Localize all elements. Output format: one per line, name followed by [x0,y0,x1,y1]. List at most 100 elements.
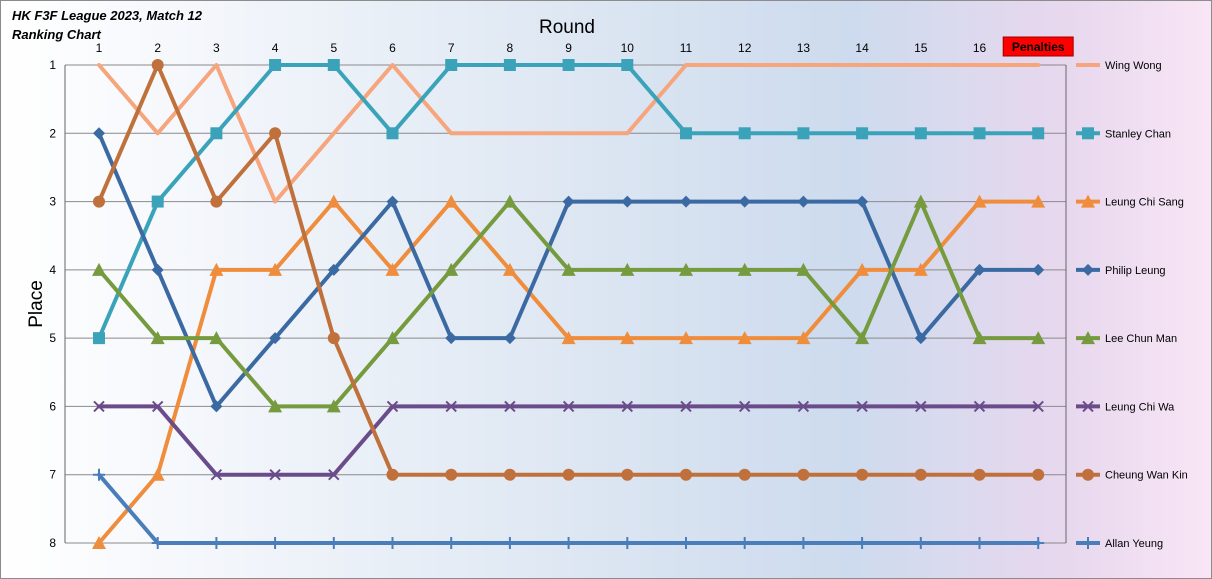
data-point-allan-yeung [680,537,692,549]
data-point-allan-yeung [856,537,869,549]
data-point-lee-chun-man [385,331,400,345]
data-point-lee-chun-man [150,331,165,345]
legend-marker [1082,400,1094,413]
data-point-lee-chun-man [561,262,576,276]
data-point-leung-chi-sang [737,331,752,345]
series-line-allan-yeung [97,472,1041,545]
y-tick-label: 1 [49,58,56,72]
data-point-stanley-chan [210,127,223,140]
data-point-leung-chi-sang [913,262,928,276]
y-tick-label: 8 [49,536,56,550]
y-tick-label: 3 [49,195,56,209]
legend-label: Leung Chi Sang [1105,197,1184,209]
data-point-stanley-chan [856,127,869,140]
data-point-lee-chun-man [209,331,224,345]
data-point-philip-leung [856,195,869,208]
legend-label: Wing Wong [1105,60,1162,72]
data-point-stanley-chan [445,59,458,71]
data-point-stanley-chan [327,59,340,71]
data-point-leung-chi-wa [915,400,927,413]
x-tick-label: 11 [680,41,693,55]
data-point-lee-chun-man [855,331,870,345]
data-point-allan-yeung [503,537,516,549]
data-point-stanley-chan [151,195,164,208]
data-point-allan-yeung [327,537,340,549]
data-point-stanley-chan [503,59,516,71]
data-point-lee-chun-man [737,262,752,276]
data-point-allan-yeung [973,537,986,549]
legend-marker [1082,263,1094,276]
x-tick-label: 14 [855,41,869,55]
x-tick-label: 6 [389,41,396,55]
data-point-leung-chi-wa [210,469,223,481]
data-point-philip-leung [151,263,164,276]
series-line-leung-chi-wa [97,404,1041,477]
data-point-allan-yeung [386,537,399,549]
data-point-lee-chun-man [502,194,517,208]
data-point-stanley-chan [269,59,282,71]
data-point-stanley-chan [1032,127,1045,140]
data-point-lee-chun-man [1031,331,1046,345]
data-point-leung-chi-wa [151,400,164,413]
data-point-stanley-chan [562,59,575,71]
y-tick-label: 2 [49,126,56,140]
x-tick-label: 3 [213,41,220,55]
data-point-cheung-wan-kin [680,468,692,481]
series-leung-chi-sang [92,194,1046,549]
data-point-leung-chi-wa [504,400,516,413]
data-point-stanley-chan [797,127,810,140]
legend-entry-wing-wong: Wing Wong [1076,60,1162,72]
data-point-leung-chi-sang [502,262,517,276]
data-point-cheung-wan-kin [797,468,810,481]
x-tick-label: 15 [914,41,928,55]
data-point-leung-chi-wa [856,400,868,413]
legend-entry-leung-chi-sang: Leung Chi Sang [1076,194,1184,209]
data-point-stanley-chan [738,127,751,140]
data-point-leung-chi-wa [386,400,399,413]
series-lee-chun-man [92,194,1046,413]
data-point-cheung-wan-kin [621,468,634,481]
chart-subtitle: Ranking Chart [12,27,102,42]
data-point-lee-chun-man [796,262,811,276]
x-tick-label: 7 [448,41,455,55]
data-point-cheung-wan-kin [914,468,927,481]
x-tick-label: 8 [507,41,514,55]
legend-entry-stanley-chan: Stanley Chan [1076,127,1171,140]
data-point-cheung-wan-kin [210,195,223,208]
y-tick-label: 4 [49,263,56,277]
data-point-leung-chi-sang [268,262,283,276]
data-point-philip-leung [797,195,810,208]
data-point-stanley-chan [386,127,399,140]
x-tick-label: 4 [272,41,279,55]
data-point-cheung-wan-kin [445,468,458,481]
data-point-lee-chun-man [679,262,693,276]
series-leung-chi-wa [93,400,1044,481]
legend-label: Stanley Chan [1105,128,1171,140]
data-point-cheung-wan-kin [269,127,282,140]
data-point-leung-chi-sang [796,331,811,345]
data-point-allan-yeung [562,537,575,549]
data-point-allan-yeung [269,537,282,549]
data-point-philip-leung [680,195,692,208]
legend-label: Philip Leung [1105,265,1166,277]
series-line-lee-chun-man [97,199,1041,409]
data-point-cheung-wan-kin [93,195,105,208]
legend-label: Allan Yeung [1105,538,1163,550]
data-point-leung-chi-sang [444,194,459,208]
legend-marker [1081,194,1095,208]
y-tick-label: 5 [49,331,56,345]
data-point-leung-chi-sang [620,331,635,345]
data-point-leung-chi-wa [1032,400,1044,413]
data-point-stanley-chan [914,127,927,140]
legend-entry-lee-chun-man: Lee Chun Man [1076,331,1177,345]
series-philip-leung [93,127,1045,413]
data-point-allan-yeung [445,537,458,549]
data-point-philip-leung [914,332,927,345]
data-point-lee-chun-man [913,194,928,208]
data-point-cheung-wan-kin [1032,468,1045,481]
data-point-leung-chi-sang [679,331,693,345]
y-axis-title: Place [26,280,47,328]
data-point-philip-leung [621,195,634,208]
x-axis-title: Round [539,17,595,38]
